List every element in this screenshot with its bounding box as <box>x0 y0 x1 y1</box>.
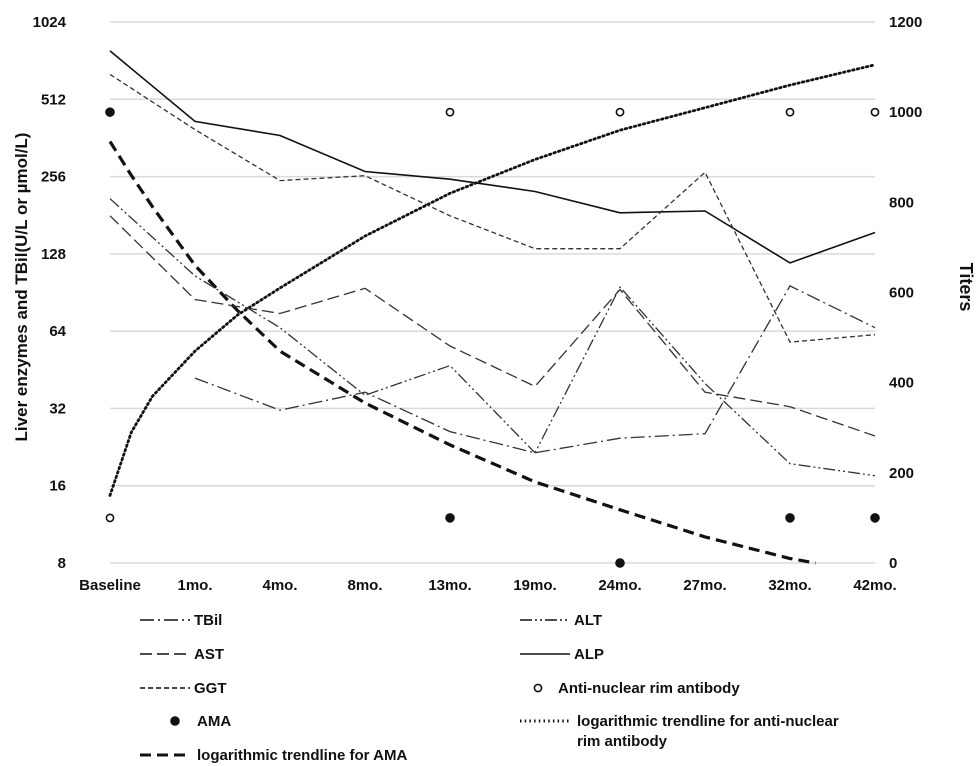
right-tick-label: 1000 <box>889 104 922 121</box>
legend-label: logarithmic trendline for AMA <box>197 747 407 764</box>
left-tick-label: 1024 <box>33 14 67 31</box>
legend-item-ggt: GGT <box>140 680 227 697</box>
left-tick-label: 16 <box>49 478 66 495</box>
left-tick-label: 128 <box>41 246 66 263</box>
legend-label: GGT <box>194 680 227 697</box>
x-tick-label: 19mo. <box>513 577 556 594</box>
x-tick-label: 24mo. <box>598 577 641 594</box>
point-anti-nuclear-rim-antibody <box>615 107 625 117</box>
x-tick-label: 42mo. <box>853 577 896 594</box>
left-axis-ticks: 8 16 32 64 128 256 512 1024 <box>33 14 67 572</box>
point-ama <box>105 107 115 117</box>
legend-item-alp: ALP <box>520 646 604 663</box>
point-ama <box>615 558 625 568</box>
right-tick-label: 600 <box>889 285 914 302</box>
x-tick-label: 1mo. <box>177 577 212 594</box>
right-tick-label: 200 <box>889 465 914 482</box>
legend-item-logarithmic-trendline-for-ama: logarithmic trendline for AMA <box>140 747 407 764</box>
right-tick-label: 0 <box>889 555 897 572</box>
legend-symbol <box>170 716 180 726</box>
x-tick-label: 32mo. <box>768 577 811 594</box>
legend-item-anti-nuclear-rim-antibody: Anti-nuclear rim antibody <box>533 680 740 697</box>
point-anti-nuclear-rim-antibody <box>870 107 880 117</box>
right-tick-label: 800 <box>889 194 914 211</box>
left-tick-label: 512 <box>41 91 66 108</box>
series-layer <box>108 50 877 565</box>
series-line-ggt <box>109 73 876 343</box>
legend: TBil ALT AST ALP GGT Anti-nuclear rim antibod… <box>140 612 839 764</box>
right-axis-ticks: 0 200 400 600 800 1000 1200 <box>889 14 922 572</box>
right-tick-label: 1200 <box>889 14 922 31</box>
point-anti-nuclear-rim-antibody <box>105 513 115 523</box>
marker-layer <box>105 107 880 568</box>
point-anti-nuclear-rim-antibody <box>445 107 455 117</box>
point-ama <box>785 513 795 523</box>
legend-item-ama: AMA <box>170 713 231 730</box>
left-tick-label: 64 <box>49 323 66 340</box>
x-tick-label: 8mo. <box>347 577 382 594</box>
left-axis-label: Liver enzymes and TBil(U/L or µmol/L) <box>12 133 31 442</box>
x-tick-label: 27mo. <box>683 577 726 594</box>
point-ama <box>445 513 455 523</box>
left-tick-label: 32 <box>49 400 66 417</box>
point-anti-nuclear-rim-antibody <box>785 107 795 117</box>
legend-label: AST <box>194 646 224 663</box>
trendline-logarithmic-trendline-for-anti-nuclear-rim-antibody <box>108 63 877 497</box>
x-tick-label: 4mo. <box>262 577 297 594</box>
gridlines <box>110 21 875 564</box>
right-tick-label: 400 <box>889 375 914 392</box>
x-tick-label: 13mo. <box>428 577 471 594</box>
legend-label: ALT <box>574 612 602 629</box>
point-ama <box>870 513 880 523</box>
left-tick-label: 256 <box>41 169 66 186</box>
legend-label: logarithmic trendline for anti-nuclear ri… <box>577 713 839 750</box>
legend-label: TBil <box>194 612 222 629</box>
series-line-tbil <box>194 285 876 454</box>
trendline-logarithmic-trendline-for-ama <box>108 140 816 565</box>
right-axis-label: Titers <box>956 263 976 312</box>
x-axis-ticks: Baseline 1mo. 4mo. 8mo. 13mo. 19mo. 24mo. 27mo.… <box>79 577 897 594</box>
series-line-alp <box>109 50 876 264</box>
x-tick-label: Baseline <box>79 577 141 594</box>
legend-item-ast: AST <box>140 646 224 663</box>
legend-label: Anti-nuclear rim antibody <box>558 680 740 697</box>
legend-item-tbil: TBil <box>140 612 222 629</box>
series-line-alt <box>109 198 876 477</box>
left-tick-label: 8 <box>58 555 66 572</box>
legend-label: AMA <box>197 713 231 730</box>
legend-item-alt: ALT <box>520 612 602 629</box>
series-line-ast <box>109 215 876 437</box>
legend-item-logarithmic-trendline-for-anti-nuclear-rim-antibody: logarithmic trendline for anti-nuclear ri… <box>520 713 839 750</box>
legend-label: ALP <box>574 646 604 663</box>
legend-symbol <box>533 683 543 693</box>
